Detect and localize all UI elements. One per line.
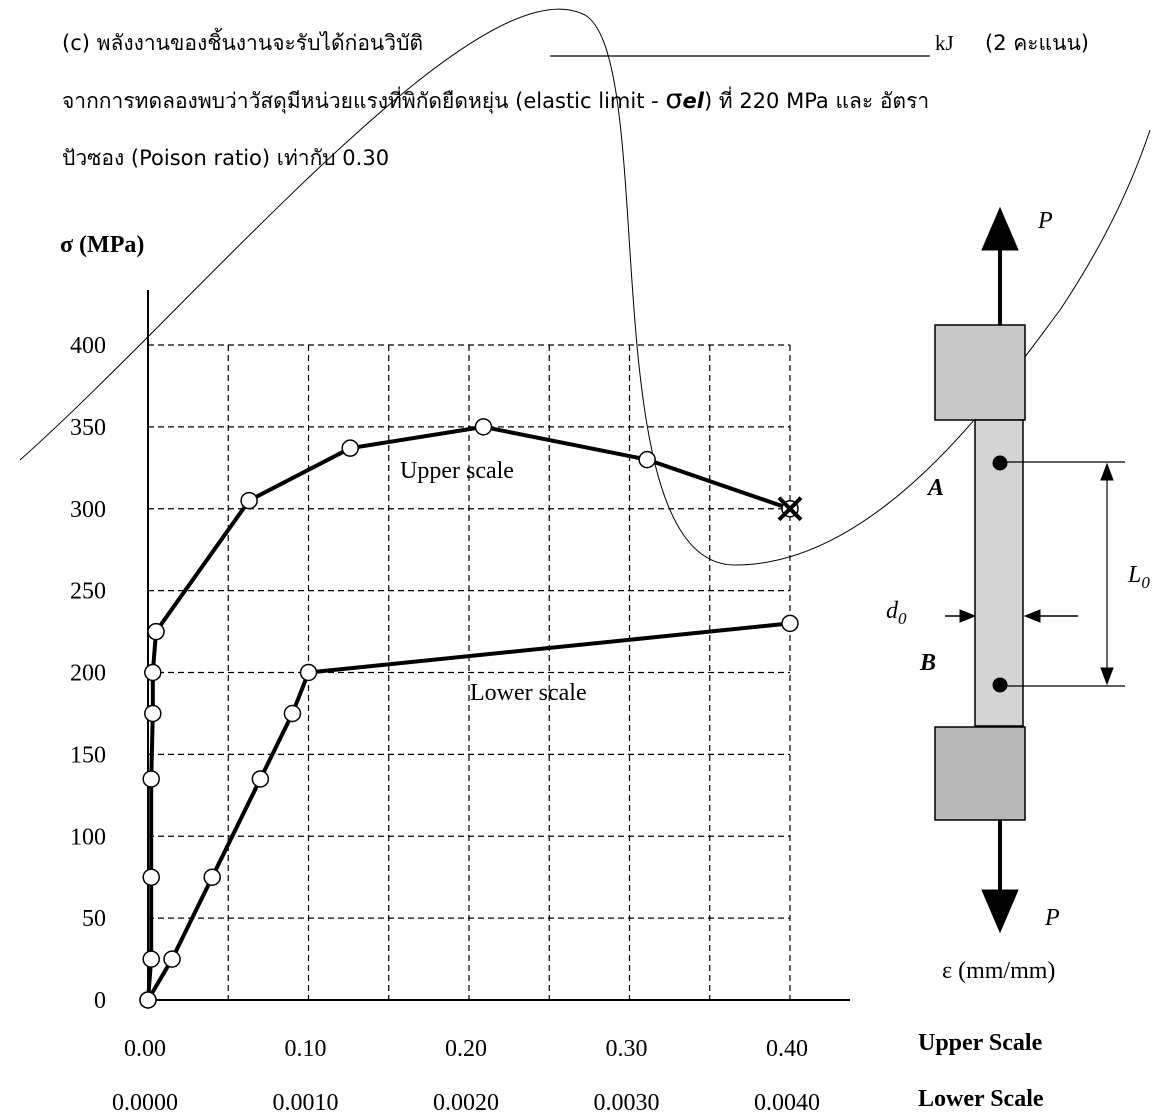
sigma-sub: el: [682, 89, 704, 113]
data-point: [163, 950, 181, 968]
arrow-head: [959, 609, 977, 623]
x-tick-label: 0.10: [285, 1036, 327, 1062]
x-scale-label: Upper Scale: [918, 1030, 1043, 1056]
arrow-head: [981, 889, 1019, 934]
y-tick-label: 350: [70, 415, 106, 441]
arrow-head: [1100, 462, 1114, 481]
point-label: A: [926, 475, 944, 501]
points: (2 คะแนน): [985, 31, 1089, 55]
data-point: [240, 491, 258, 510]
data-point: [142, 868, 160, 886]
y-axis-label: σ (MPa): [60, 232, 144, 258]
x2-tick-label: 0.0030: [594, 1090, 660, 1116]
y-tick-label: 100: [70, 824, 106, 850]
data-point: [283, 704, 302, 723]
info-text: ) ที่ 220 MPa และ อัตรา: [704, 86, 929, 113]
x2-scale-label: Lower Scale: [918, 1086, 1044, 1112]
data-point: [638, 450, 656, 469]
data-point: [147, 622, 165, 641]
x2-tick-label: 0.0040: [754, 1090, 820, 1116]
arrow-head: [1023, 609, 1041, 623]
point-label: B: [919, 650, 936, 676]
length-sub: 0: [1141, 573, 1150, 592]
data-point: [251, 770, 270, 788]
load-label: P: [1037, 208, 1053, 234]
length-label: L0: [1127, 562, 1150, 592]
unit: kJ: [935, 31, 954, 55]
x-tick-label: 0.30: [606, 1036, 648, 1062]
y-tick-label: 0: [94, 988, 106, 1014]
x-tick-label: 0.40: [766, 1036, 808, 1062]
series-label: Lower scale: [470, 680, 587, 706]
series-line: [146, 424, 791, 1001]
load-label: P: [1044, 905, 1060, 931]
plot: 0 50 100 150 200 250 300 350 400 0.00 0.10 0.20 0.30…: [70, 290, 850, 1116]
data-point: [139, 991, 157, 1009]
data-point: [144, 704, 162, 723]
data-point: [203, 868, 221, 886]
x-tick-label: 0.20: [445, 1036, 487, 1062]
y-tick-label: 300: [70, 497, 106, 523]
grip: [934, 324, 1026, 421]
y-tick-label: 200: [70, 661, 106, 687]
info-text: จากการทดลองพบว่าวัสดุมีหน่วยแรงที่พิกัดย…: [62, 86, 665, 114]
data-point: [142, 950, 160, 968]
y-tick-label: 250: [70, 579, 106, 605]
y-tick-label: 50: [82, 906, 106, 932]
shank: [974, 419, 1024, 727]
specimen: [934, 206, 1125, 934]
info-line: จากการทดลองพบว่าวัสดุมีหน่วยแรงที่พิกัดย…: [62, 84, 929, 115]
grip: [934, 726, 1026, 821]
data-point: [299, 663, 318, 682]
arrow-head: [981, 206, 1019, 251]
y-tick-label: 150: [70, 742, 106, 768]
data-point: [144, 663, 162, 682]
sigma: σ: [665, 84, 682, 115]
data-point: [781, 614, 799, 633]
pen-stroke: [19, 8, 1151, 566]
question-line: (c) พลังงานของชิ้นงานจะรับได้ก่อนวิบัติ: [62, 28, 423, 55]
gauge-point: [992, 677, 1008, 693]
data-point: [142, 770, 160, 788]
info-line: ปัวซอง (Poison ratio) เท่ากับ 0.30: [62, 146, 389, 170]
arrow-head: [1100, 667, 1114, 686]
x-axis-label: ε (mm/mm): [942, 958, 1055, 984]
gauge-point: [992, 455, 1008, 471]
x2-tick-label: 0.0020: [433, 1090, 499, 1116]
series-label: Upper scale: [400, 458, 514, 484]
diameter-sub: 0: [898, 609, 907, 628]
y-tick-label: 400: [70, 333, 106, 359]
diameter-label: d0: [886, 598, 907, 628]
data-point: [341, 439, 359, 457]
x-tick-label: 0.00: [124, 1036, 166, 1062]
length-symbol: L: [1127, 562, 1141, 588]
data-point: [474, 418, 493, 436]
diameter-symbol: d: [886, 598, 899, 624]
x2-tick-label: 0.0010: [273, 1090, 339, 1116]
x2-tick-label: 0.0000: [112, 1090, 178, 1116]
end-marker: [777, 496, 803, 522]
